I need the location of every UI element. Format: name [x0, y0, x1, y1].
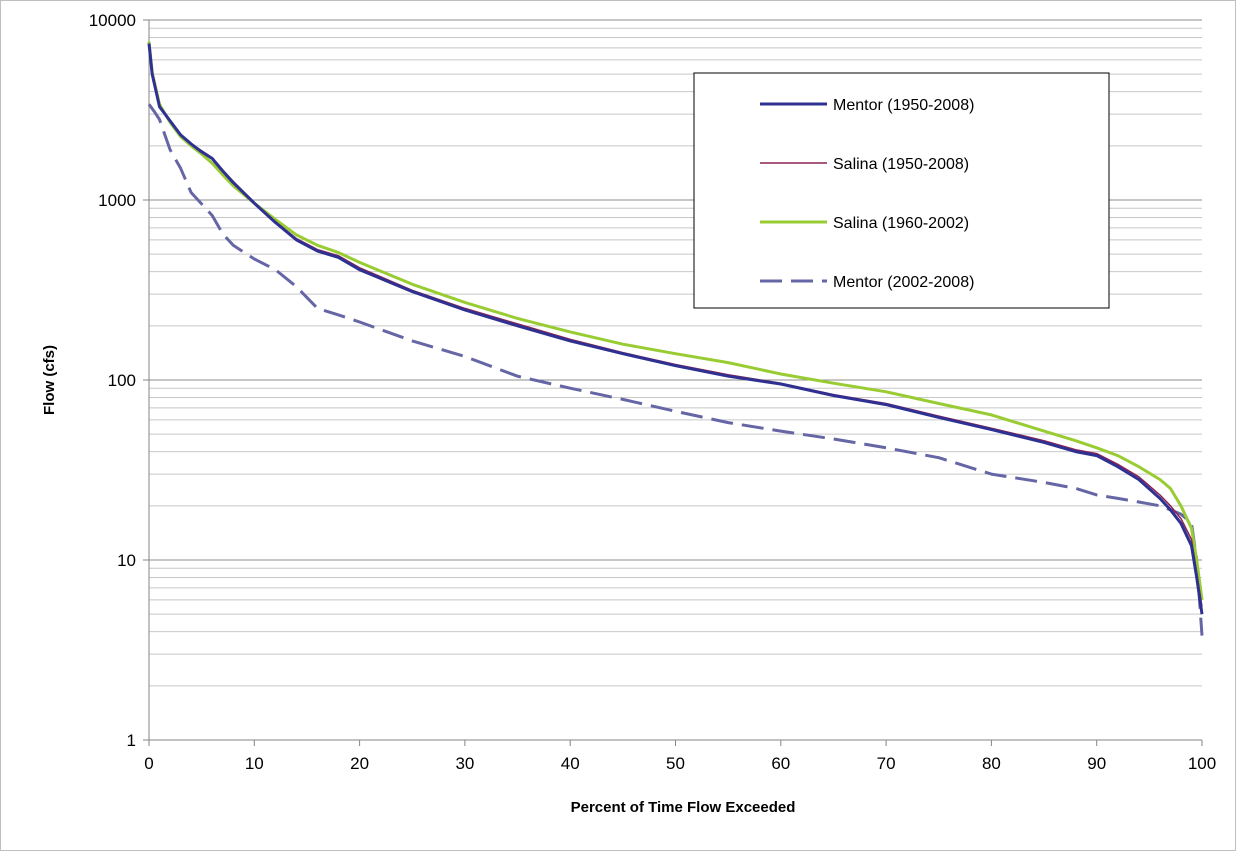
legend: Mentor (1950-2008) Salina (1950-2008) Sali…: [693, 72, 1110, 309]
y-tick-label: 100: [108, 371, 136, 390]
x-tick-label: 90: [1087, 754, 1106, 773]
legend-label: Mentor (2002-2008): [833, 274, 974, 291]
legend-label: Mentor (1950-2008): [833, 97, 974, 114]
x-tick-label: 70: [877, 754, 896, 773]
x-tick-label: 40: [561, 754, 580, 773]
y-tick-label: 10: [117, 551, 136, 570]
x-tick-label: 80: [982, 754, 1001, 773]
x-tick-label: 100: [1188, 754, 1216, 773]
series-line: [147, 103, 1204, 636]
x-tick-label: 20: [350, 754, 369, 773]
x-tick-label: 60: [771, 754, 790, 773]
legend-label: Salina (1950-2008): [833, 156, 969, 173]
series-line: [147, 43, 1204, 615]
x-tick-label: 0: [144, 754, 153, 773]
x-tick-label: 30: [455, 754, 474, 773]
y-tick-label: 1000: [98, 191, 136, 210]
series-lines: [147, 41, 1204, 636]
x-axis-title: Percent of Time Flow Exceeded: [571, 799, 796, 816]
series-line: [147, 41, 1204, 601]
legend-label: Salina (1960-2002): [833, 215, 969, 232]
x-tick-label: 10: [245, 754, 264, 773]
y-tick-label: 1: [127, 731, 136, 750]
legend-box: [693, 72, 1110, 309]
axes: [143, 19, 1203, 746]
x-tick-label: 50: [666, 754, 685, 773]
y-tick-label: 10000: [89, 11, 136, 30]
y-axis-title: Flow (cfs): [41, 345, 58, 415]
